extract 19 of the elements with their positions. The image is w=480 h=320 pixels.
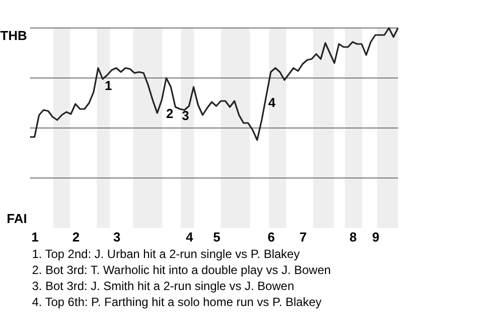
x-tick-label: 8 [349,230,357,244]
annotation: 2 [166,106,174,121]
text: 4. Top 6th: P. Farthing hit a solo home run vs P. Blakey [32,295,322,309]
annotation: 4 [268,95,276,110]
x-tick-label: 3 [113,230,120,244]
text: THB [0,28,27,43]
x-tick-label: 2 [72,230,80,244]
x-tick-label: 1 [31,230,39,244]
x-tick-label: 6 [268,230,275,244]
annotation: 1 [104,78,112,93]
text: 2. Bot 3rd: T. Warholic hit into a double play vs J. Bowen [32,263,331,277]
text: 3. Bot 3rd: J. Smith hit a 2-run single vs J. Bowen [32,279,294,293]
text: FAI [6,211,27,226]
x-tick-label: 7 [299,230,307,244]
annotation: 3 [182,108,190,123]
x-tick-label: 4 [186,230,194,244]
text: 1. Top 2nd: J. Urban hit a 2-run single vs P. Blakey [32,247,300,261]
x-tick-label: 5 [213,230,220,244]
x-tick-label: 9 [372,230,380,244]
